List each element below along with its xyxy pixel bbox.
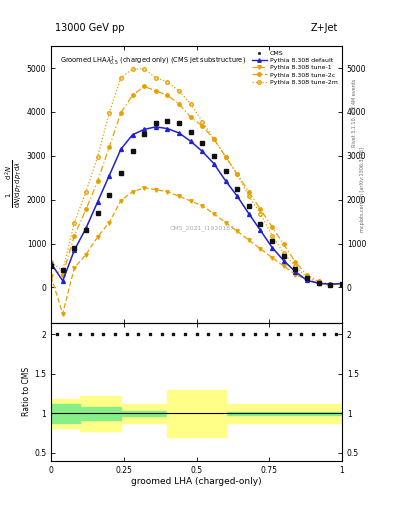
X-axis label: groomed LHA (charged-only): groomed LHA (charged-only) (131, 477, 262, 486)
Legend: CMS, Pythia 8.308 default, Pythia 8.308 tune-1, Pythia 8.308 tune-2c, Pythia 8.3: CMS, Pythia 8.308 default, Pythia 8.308 … (250, 49, 339, 86)
Text: 13000 GeV pp: 13000 GeV pp (55, 23, 125, 33)
Text: Groomed LHA$\lambda^{1}_{0.5}$ (charged only) (CMS jet substructure): Groomed LHA$\lambda^{1}_{0.5}$ (charged … (60, 54, 246, 68)
Y-axis label: Ratio to CMS: Ratio to CMS (22, 367, 31, 416)
Text: Rivet 3.1.10, ≥ 2.4M events: Rivet 3.1.10, ≥ 2.4M events (352, 78, 357, 147)
Y-axis label: $\frac{1}{\mathrm{d}N/\mathrm{d}p_T}\frac{\mathrm{d}^2N}{\mathrm{d}p_T\,\mathrm{: $\frac{1}{\mathrm{d}N/\mathrm{d}p_T}\fra… (3, 160, 24, 208)
Text: CMS_2021_I1920187: CMS_2021_I1920187 (170, 226, 235, 231)
Text: mcplots.cern.ch [arXiv:1306.3436]: mcplots.cern.ch [arXiv:1306.3436] (360, 147, 365, 232)
Text: Z+Jet: Z+Jet (310, 23, 338, 33)
